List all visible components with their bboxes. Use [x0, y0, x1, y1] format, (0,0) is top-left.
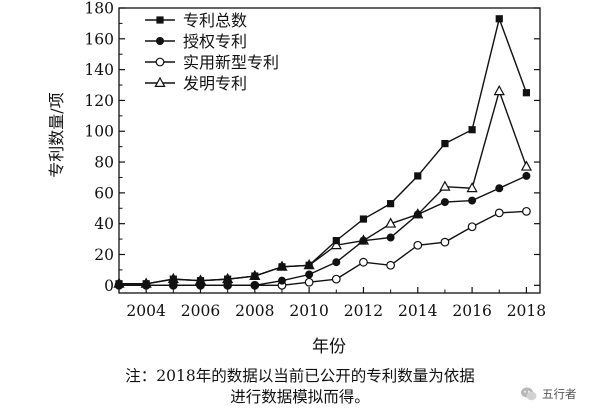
- x-tick-label: 2006: [181, 302, 220, 320]
- data-point: [223, 281, 232, 290]
- legend-marker: [154, 76, 166, 88]
- data-point: [251, 272, 259, 280]
- data-point: [277, 276, 286, 285]
- y-tick-label: 0: [104, 277, 114, 295]
- data-point: [359, 236, 368, 245]
- series-1: [115, 15, 531, 288]
- data-point: [250, 281, 259, 290]
- x-tick-label: 2012: [344, 302, 383, 320]
- y-tick-label: 80: [94, 154, 114, 172]
- data-point: [468, 126, 476, 134]
- data-point: [413, 210, 422, 219]
- data-point: [196, 277, 205, 285]
- footnote-line-1: 注：2018年的数据以当前已公开的专利数量为依据: [125, 367, 475, 385]
- legend-marker: [156, 16, 164, 24]
- wechat-icon: [521, 387, 537, 401]
- legend-item: 实用新型专利: [145, 53, 279, 72]
- legend-marker: [155, 57, 165, 67]
- data-point: [332, 237, 340, 245]
- data-point: [413, 240, 423, 250]
- data-point: [115, 280, 123, 288]
- series-line: [119, 88, 528, 285]
- y-tick-label: 40: [94, 215, 114, 233]
- data-point: [440, 198, 449, 207]
- x-tick-label: 2016: [452, 302, 491, 320]
- legend-item: 专利总数: [145, 11, 247, 30]
- series-line: [119, 16, 528, 285]
- data-point: [386, 260, 396, 270]
- data-point: [520, 160, 533, 171]
- legend-label: 专利总数: [183, 11, 247, 30]
- series-3: [114, 206, 531, 290]
- data-point: [466, 181, 478, 193]
- data-point: [169, 281, 178, 290]
- data-point: [305, 261, 313, 269]
- data-point: [522, 206, 531, 216]
- x-tick-label: 2008: [235, 302, 274, 320]
- data-point: [414, 172, 422, 180]
- data-point: [331, 274, 341, 284]
- legend-label: 发明专利: [183, 74, 247, 93]
- data-point: [385, 217, 397, 228]
- legend-label: 实用新型专利: [183, 53, 279, 72]
- data-point: [439, 180, 451, 191]
- data-point: [332, 258, 341, 267]
- data-point: [330, 238, 342, 250]
- data-point: [305, 270, 314, 279]
- watermark-text: 五行者: [542, 387, 577, 401]
- data-point: [495, 15, 503, 23]
- y-tick-label: 180: [84, 0, 114, 18]
- x-tick-label: 2014: [398, 302, 438, 320]
- data-point: [359, 257, 368, 267]
- data-point: [493, 84, 505, 96]
- series-line: [119, 175, 527, 286]
- legend-item: 授权专利: [145, 32, 247, 51]
- y-axis-title: 专利数量/项: [47, 92, 66, 177]
- data-point: [386, 233, 395, 242]
- x-tick-label: 2004: [126, 302, 166, 320]
- series-4: [113, 84, 533, 288]
- data-point: [495, 184, 504, 193]
- data-point: [142, 280, 150, 288]
- x-tick-label: 2018: [507, 302, 546, 320]
- data-point: [522, 171, 531, 180]
- y-tick-label: 20: [94, 246, 114, 264]
- data-point: [387, 200, 395, 208]
- data-point: [468, 196, 477, 205]
- data-point: [304, 277, 314, 287]
- plot-frame: [118, 7, 541, 294]
- y-tick-label: 120: [84, 92, 114, 110]
- data-point: [169, 275, 177, 283]
- patent-chart: 0 20 40 60 80 100 120 140 160 180 2004 2006 2008 2010…: [47, 0, 546, 357]
- legend-marker: [156, 37, 164, 45]
- data-point: [494, 208, 504, 218]
- data-point: [359, 215, 368, 223]
- data-point: [278, 263, 286, 271]
- y-tick-label: 100: [84, 123, 114, 141]
- watermark: 五行者: [520, 381, 598, 407]
- data-point: [224, 275, 232, 283]
- series-line: [119, 210, 527, 286]
- data-point: [522, 89, 531, 97]
- y-tick-label: 140: [84, 61, 114, 79]
- data-point: [440, 237, 450, 247]
- data-point: [441, 139, 449, 148]
- x-tick-label: 2010: [289, 302, 328, 320]
- data-point: [467, 222, 477, 232]
- legend-label: 授权专利: [183, 32, 247, 51]
- footnote-line-2: 进行数据模拟而得。: [230, 388, 370, 406]
- x-axis-title: 年份: [312, 337, 346, 357]
- legend-item: 发明专利: [145, 74, 247, 93]
- y-tick-label: 60: [94, 184, 114, 202]
- y-tick-label: 160: [84, 30, 114, 48]
